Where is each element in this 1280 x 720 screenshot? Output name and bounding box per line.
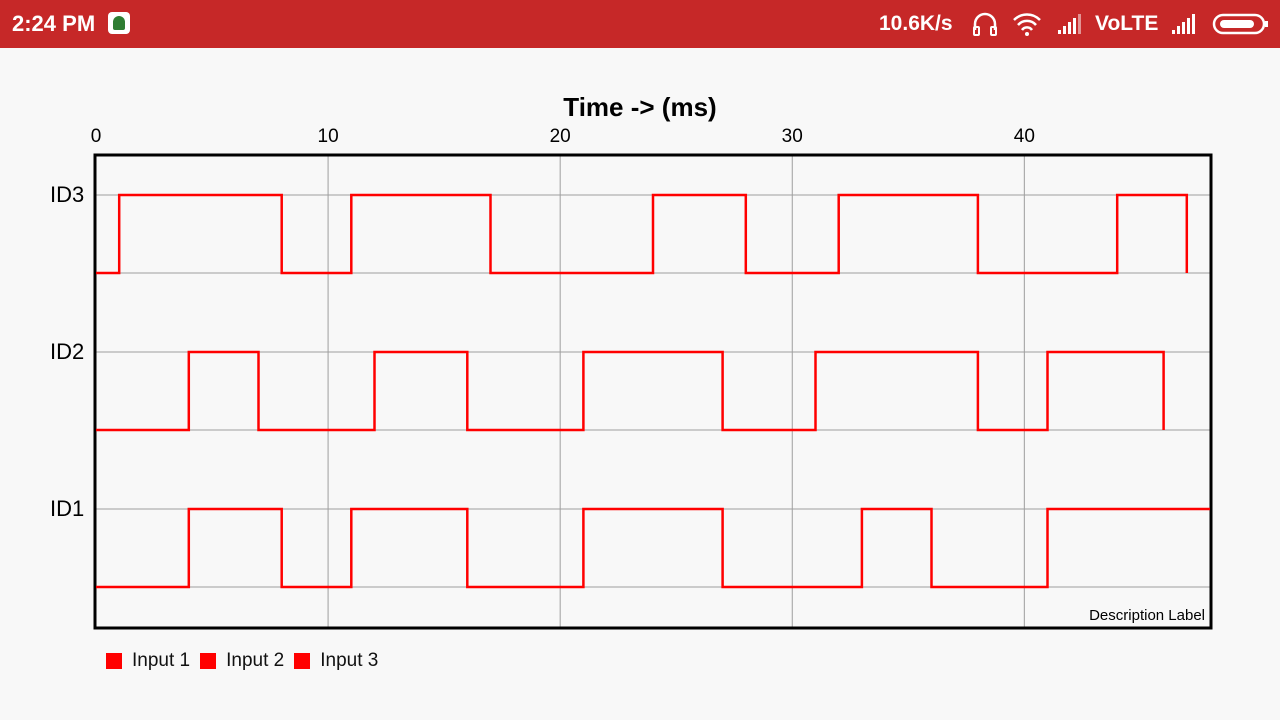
battery-icon <box>1212 13 1268 35</box>
headset-icon <box>973 12 997 36</box>
x-tick-label: 0 <box>90 126 102 147</box>
legend: Input 1 Input 2 Input 3 <box>106 650 388 672</box>
description-label: Description Label <box>1089 607 1205 624</box>
x-tick-label: 30 <box>781 126 803 147</box>
legend-label: Input 1 <box>132 650 191 671</box>
signal-icon-2 <box>1172 14 1195 34</box>
network-speed: 10.6K/s <box>879 12 953 35</box>
series-line-input-1 <box>96 193 1189 275</box>
status-bar: 2:24 PM 10.6K/s VoLTE <box>0 0 1280 48</box>
legend-label: Input 3 <box>320 650 379 671</box>
wifi-icon <box>1013 13 1041 36</box>
legend-swatch <box>294 653 311 669</box>
series-line-input-3 <box>96 507 1210 589</box>
x-tick-label: 20 <box>549 126 571 147</box>
y-tick-label: ID1 <box>50 496 85 521</box>
network-type: VoLTE <box>1095 12 1159 35</box>
legend-swatch <box>200 653 217 669</box>
app-icon <box>108 12 130 34</box>
legend-label: Input 2 <box>226 650 285 671</box>
y-tick-label: ID2 <box>50 339 85 364</box>
signal-icon <box>1058 14 1081 34</box>
x-tick-label: 40 <box>1013 126 1035 147</box>
legend-swatch <box>106 653 122 669</box>
status-time: 2:24 PM <box>12 11 96 36</box>
legend-item: Input 3 <box>294 650 378 672</box>
y-tick-label: ID3 <box>50 182 85 207</box>
series-line-input-2 <box>96 350 1165 432</box>
legend-item: Input 1 <box>106 650 190 672</box>
plot-frame <box>93 153 1213 630</box>
legend-item: Input 2 <box>200 650 284 672</box>
chart-title: Time -> (ms) <box>563 92 717 122</box>
x-tick-label: 10 <box>317 126 339 147</box>
